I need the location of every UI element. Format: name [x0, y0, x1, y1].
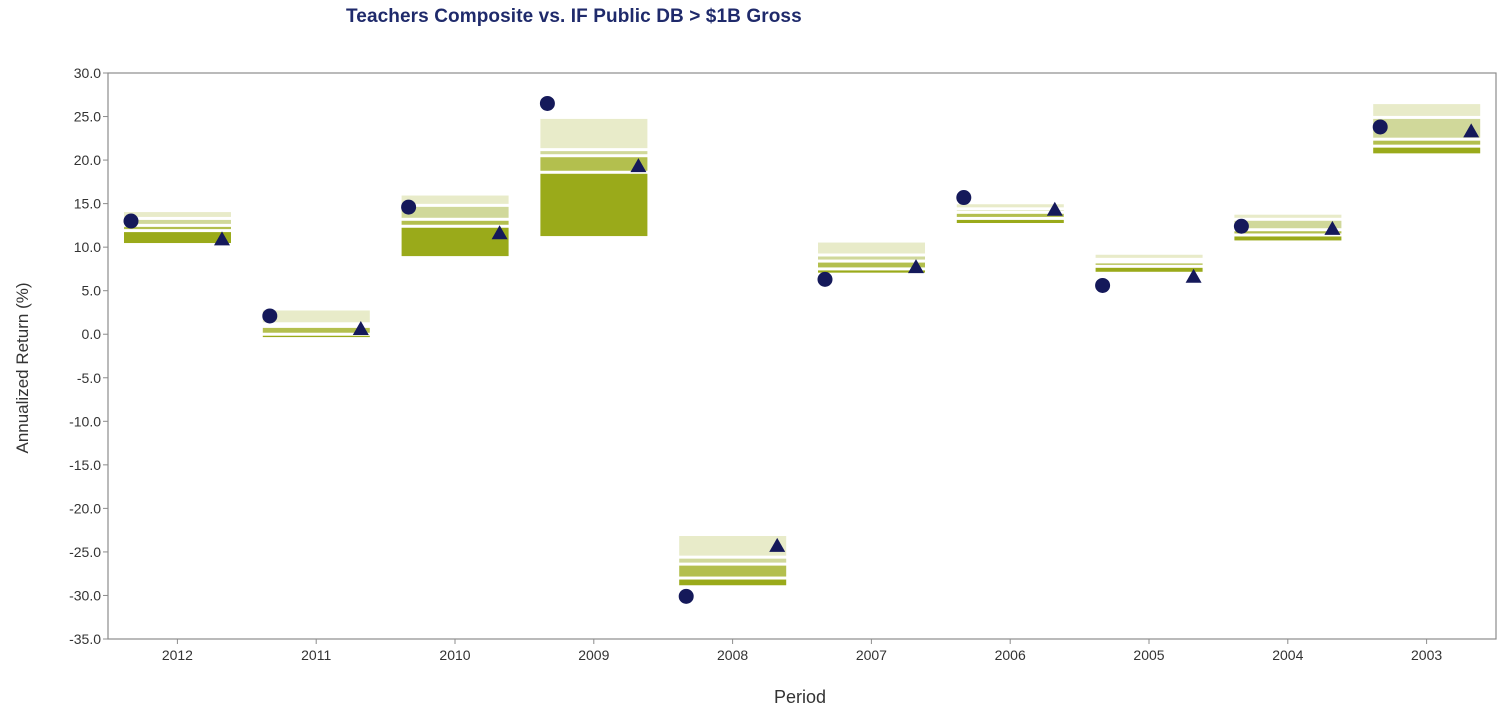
x-tick-label: 2012 [162, 647, 193, 663]
y-tick-label: 15.0 [74, 196, 101, 212]
band-second-quartile [818, 256, 925, 260]
x-tick-label: 2011 [301, 647, 331, 663]
y-tick-label: 10.0 [74, 239, 101, 255]
composite-point [262, 308, 278, 324]
band-bottom-quartile [540, 173, 648, 237]
band-top-quartile [1373, 104, 1481, 116]
y-tick-label: 0.0 [82, 326, 102, 342]
composite-point [539, 95, 555, 111]
band-bottom-quartile [262, 335, 370, 338]
x-tick-label: 2006 [995, 647, 1026, 663]
y-tick-label: 25.0 [74, 109, 101, 125]
median-point [908, 259, 924, 274]
band-bottom-quartile [401, 227, 509, 257]
composite-point [817, 271, 833, 287]
band-third-quartile [540, 157, 648, 171]
x-tick-label: 2009 [578, 647, 609, 663]
median-point [491, 225, 508, 240]
band-third-quartile [679, 565, 787, 577]
composite-point [678, 588, 694, 604]
band-second-quartile [1234, 220, 1342, 229]
x-tick-label: 2004 [1272, 647, 1303, 663]
median-point [1324, 220, 1341, 235]
band-top-quartile [679, 536, 787, 556]
y-tick-label: -35.0 [69, 631, 101, 647]
band-bottom-quartile [956, 219, 1064, 224]
x-axis-label: Period [773, 687, 827, 707]
band-top-quartile [818, 242, 925, 254]
x-tick-label: 2005 [1133, 647, 1164, 663]
band-third-quartile [956, 213, 1064, 217]
composite-point [401, 199, 417, 215]
band-bottom-quartile [124, 232, 231, 244]
x-tick-label: 2007 [856, 647, 887, 663]
band-second-quartile [124, 219, 231, 224]
x-tick-label: 2010 [439, 647, 470, 663]
band-bottom-quartile [1095, 267, 1203, 272]
y-tick-label: 20.0 [74, 152, 101, 168]
median-point [769, 537, 786, 552]
median-point [214, 231, 230, 246]
band-top-quartile [401, 195, 509, 204]
composite-point [1233, 218, 1249, 234]
band-top-quartile [1095, 254, 1203, 258]
chart-title: Teachers Composite vs. IF Public DB > $1… [346, 6, 802, 27]
band-top-quartile [956, 204, 1064, 208]
composite-point [123, 213, 139, 229]
band-second-quartile [401, 206, 509, 218]
band-second-quartile [540, 151, 648, 155]
y-tick-label: -5.0 [77, 370, 101, 386]
band-third-quartile [818, 262, 925, 268]
y-tick-label: -15.0 [69, 457, 101, 473]
median-point [1046, 201, 1063, 216]
band-third-quartile [262, 327, 370, 333]
band-top-quartile [124, 212, 231, 217]
x-tick-label: 2003 [1411, 647, 1442, 663]
y-tick-label: -25.0 [69, 544, 101, 560]
band-top-quartile [1234, 214, 1342, 218]
plot-frame [107, 72, 1497, 640]
band-third-quartile [1095, 263, 1203, 265]
band-third-quartile [1373, 140, 1481, 145]
band-second-quartile [679, 558, 787, 563]
band-bottom-quartile [818, 270, 925, 273]
band-bottom-quartile [1234, 236, 1342, 241]
median-point [352, 321, 369, 336]
band-third-quartile [1234, 231, 1342, 234]
y-tick-label: 5.0 [82, 283, 102, 299]
band-third-quartile [124, 226, 231, 230]
median-point [1463, 123, 1480, 138]
band-top-quartile [262, 310, 370, 323]
y-tick-label: -10.0 [69, 413, 101, 429]
x-tick-label: 2008 [717, 647, 748, 663]
y-tick-label: -20.0 [69, 500, 101, 516]
median-point [1185, 268, 1202, 283]
band-second-quartile [1373, 118, 1481, 138]
band-bottom-quartile [1373, 147, 1481, 154]
y-tick-label: 30.0 [74, 65, 101, 81]
band-third-quartile [401, 220, 509, 225]
median-point [630, 158, 647, 173]
band-bottom-quartile [679, 579, 787, 586]
composite-point [1372, 119, 1388, 135]
band-top-quartile [540, 118, 648, 149]
composite-point [956, 190, 972, 206]
composite-point [1095, 277, 1111, 293]
y-tick-label: -30.0 [69, 587, 101, 603]
